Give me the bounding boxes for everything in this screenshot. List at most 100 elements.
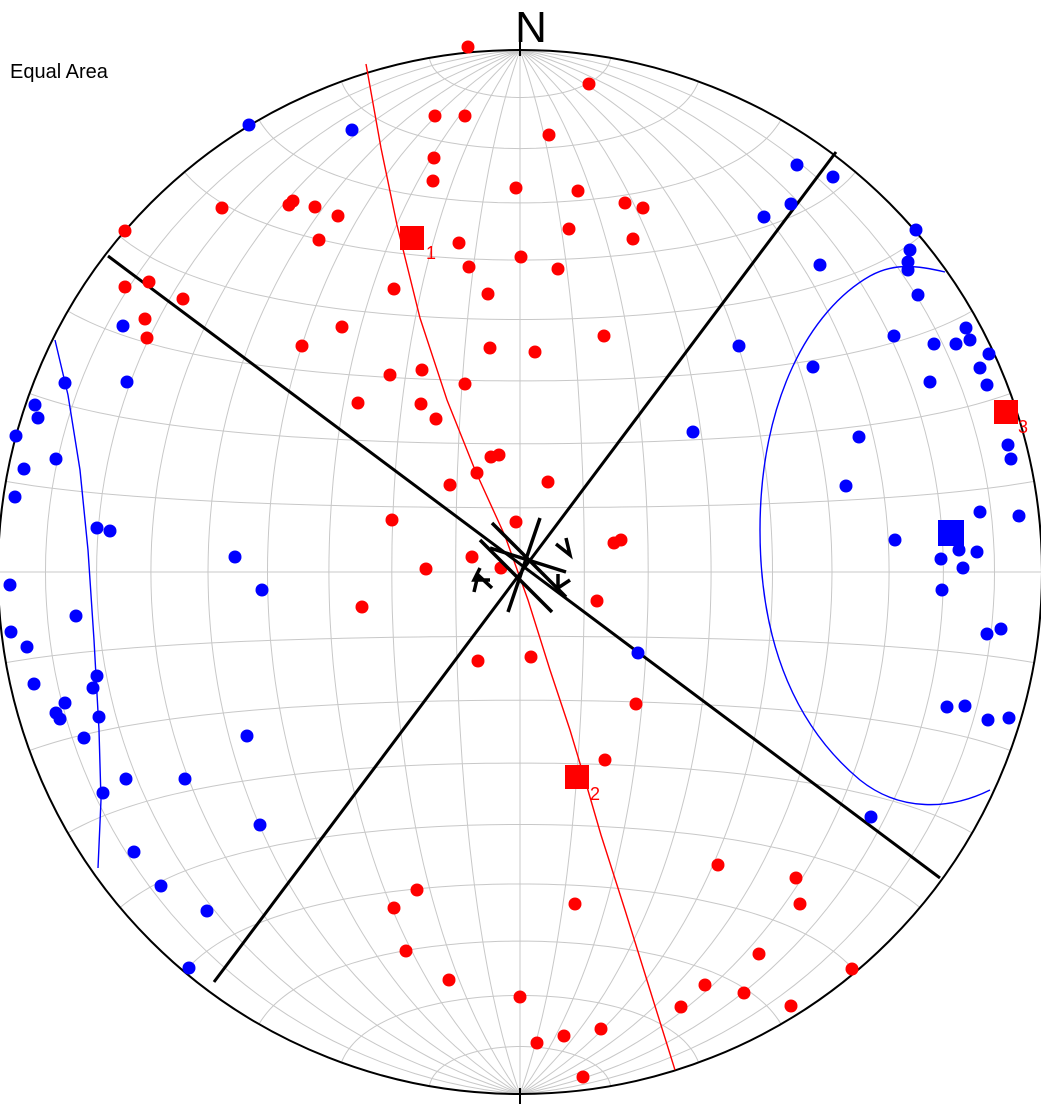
blue-pole-point (901, 263, 915, 277)
red-pole-point (426, 174, 440, 188)
blue-pole-point (981, 713, 995, 727)
red-pole-point (458, 109, 472, 123)
blue-pole-point (757, 210, 771, 224)
blue-pole-point (911, 288, 925, 302)
blue-pole-point (864, 810, 878, 824)
red-pole-point (789, 871, 803, 885)
red-pole-point (385, 513, 399, 527)
red-pole-point (483, 341, 497, 355)
blue-pole-point (77, 731, 91, 745)
blue-pole-point (784, 197, 798, 211)
red-pole-point (737, 986, 751, 1000)
blue-great-circle (54, 339, 102, 869)
blue-pole-point (200, 904, 214, 918)
red-pole-point (415, 363, 429, 377)
blue-pole-point (17, 462, 31, 476)
red-pole-point (636, 201, 650, 215)
red-pole-point (481, 287, 495, 301)
red-pole-point (530, 1036, 544, 1050)
blue-pole-point (178, 772, 192, 786)
red-pole-point (674, 1000, 688, 1014)
blue-pole-point (116, 319, 130, 333)
blue-pole-point (182, 961, 196, 975)
red-pole-point (629, 697, 643, 711)
red-pole-point (471, 654, 485, 668)
blue-pole-point (1012, 509, 1026, 523)
principal-axis-3-marker (994, 400, 1018, 424)
blue-pole-point (90, 669, 104, 683)
blue-mean-marker (938, 520, 964, 546)
blue-pole-point (90, 521, 104, 535)
blue-pole-point (790, 158, 804, 172)
red-pole-point (387, 901, 401, 915)
blue-pole-point (813, 258, 827, 272)
red-pole-point (594, 1022, 608, 1036)
red-pole-point (282, 198, 296, 212)
red-pole-point (429, 412, 443, 426)
red-poles (118, 40, 859, 1084)
red-pole-point (399, 944, 413, 958)
principal-axis-2-label: 2 (590, 784, 600, 804)
blue-pole-point (86, 681, 100, 695)
blue-pole-point (1002, 711, 1016, 725)
red-pole-point (576, 1070, 590, 1084)
red-pole-point (614, 533, 628, 547)
red-pole-point (618, 196, 632, 210)
stress-symbol (471, 517, 573, 614)
blue-pole-point (963, 333, 977, 347)
blue-pole-point (9, 429, 23, 443)
red-pole-point (597, 329, 611, 343)
red-pole-point (443, 478, 457, 492)
red-pole-point (524, 650, 538, 664)
blue-pole-point (959, 321, 973, 335)
red-pole-point (355, 600, 369, 614)
blue-pole-point (1001, 438, 1015, 452)
red-pole-point (598, 753, 612, 767)
red-pole-point (711, 858, 725, 872)
red-pole-point (427, 151, 441, 165)
blue-pole-point (242, 118, 256, 132)
blue-pole-point (20, 640, 34, 654)
blue-pole-point (927, 337, 941, 351)
red-pole-point (541, 475, 555, 489)
red-pole-point (419, 562, 433, 576)
red-pole-point (626, 232, 640, 246)
blue-pole-point (69, 609, 83, 623)
blue-pole-point (887, 329, 901, 343)
blue-pole-point (973, 361, 987, 375)
red-pole-point (465, 550, 479, 564)
blue-pole-point (345, 123, 359, 137)
red-pole-point (698, 978, 712, 992)
red-pole-point (452, 236, 466, 250)
red-pole-point (138, 312, 152, 326)
red-pole-point (383, 368, 397, 382)
red-pole-point (414, 397, 428, 411)
red-pole-point (118, 224, 132, 238)
blue-pole-point (58, 696, 72, 710)
blue-pole-point (127, 845, 141, 859)
blue-pole-point (31, 411, 45, 425)
blue-pole-point (826, 170, 840, 184)
blue-pole-point (255, 583, 269, 597)
red-pole-point (752, 947, 766, 961)
red-pole-point (492, 448, 506, 462)
red-pole-point (215, 201, 229, 215)
blue-pole-point (980, 378, 994, 392)
blue-small-circle (759, 265, 991, 806)
red-pole-point (784, 999, 798, 1013)
red-pole-point (793, 897, 807, 911)
red-pole-point (470, 466, 484, 480)
blue-pole-point (154, 879, 168, 893)
blue-pole-point (240, 729, 254, 743)
blue-pole-point (631, 646, 645, 660)
blue-pole-point (103, 524, 117, 538)
blue-pole-point (96, 786, 110, 800)
blue-pole-point (949, 337, 963, 351)
blue-pole-point (994, 622, 1008, 636)
red-pole-point (140, 331, 154, 345)
principal-axis-2-marker (565, 765, 589, 789)
blue-pole-point (53, 712, 67, 726)
blue-pole-point (1004, 452, 1018, 466)
blue-pole-point (686, 425, 700, 439)
